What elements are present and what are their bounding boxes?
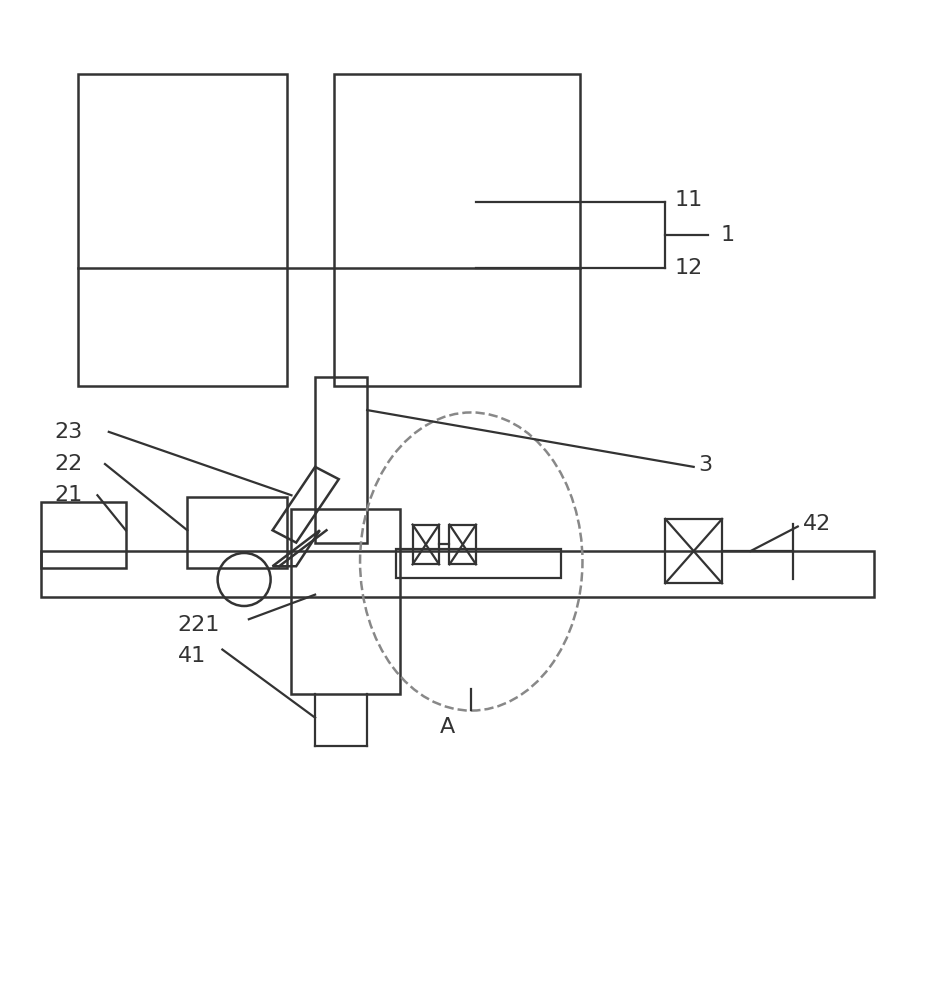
Bar	[665, 519, 722, 583]
Text: 11: 11	[675, 190, 703, 210]
Text: 41: 41	[178, 646, 207, 666]
Text: 1: 1	[720, 225, 734, 245]
Text: 3: 3	[699, 455, 712, 475]
Bar	[412, 525, 439, 564]
Bar	[188, 497, 287, 568]
Bar	[395, 549, 561, 578]
Bar	[78, 74, 287, 386]
Text: 21: 21	[55, 485, 83, 505]
Bar	[41, 551, 874, 597]
Bar	[291, 509, 400, 694]
Text: A: A	[440, 717, 455, 737]
Text: 42: 42	[803, 514, 831, 534]
Text: 12: 12	[675, 258, 703, 278]
Bar	[315, 377, 367, 543]
Bar	[334, 74, 580, 386]
Bar	[449, 525, 476, 564]
Text: 23: 23	[55, 422, 83, 442]
Text: 22: 22	[55, 454, 83, 474]
Bar	[41, 502, 126, 568]
Text: 221: 221	[178, 615, 220, 635]
